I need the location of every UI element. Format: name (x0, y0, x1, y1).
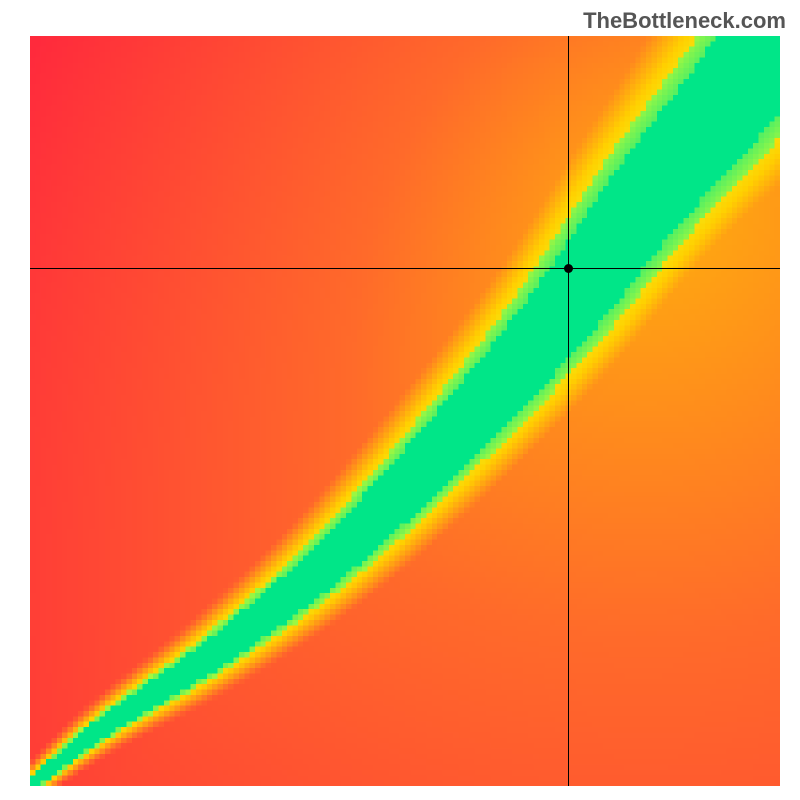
watermark-text: TheBottleneck.com (583, 8, 786, 34)
chart-container: TheBottleneck.com (0, 0, 800, 800)
bottleneck-heatmap (30, 36, 780, 786)
